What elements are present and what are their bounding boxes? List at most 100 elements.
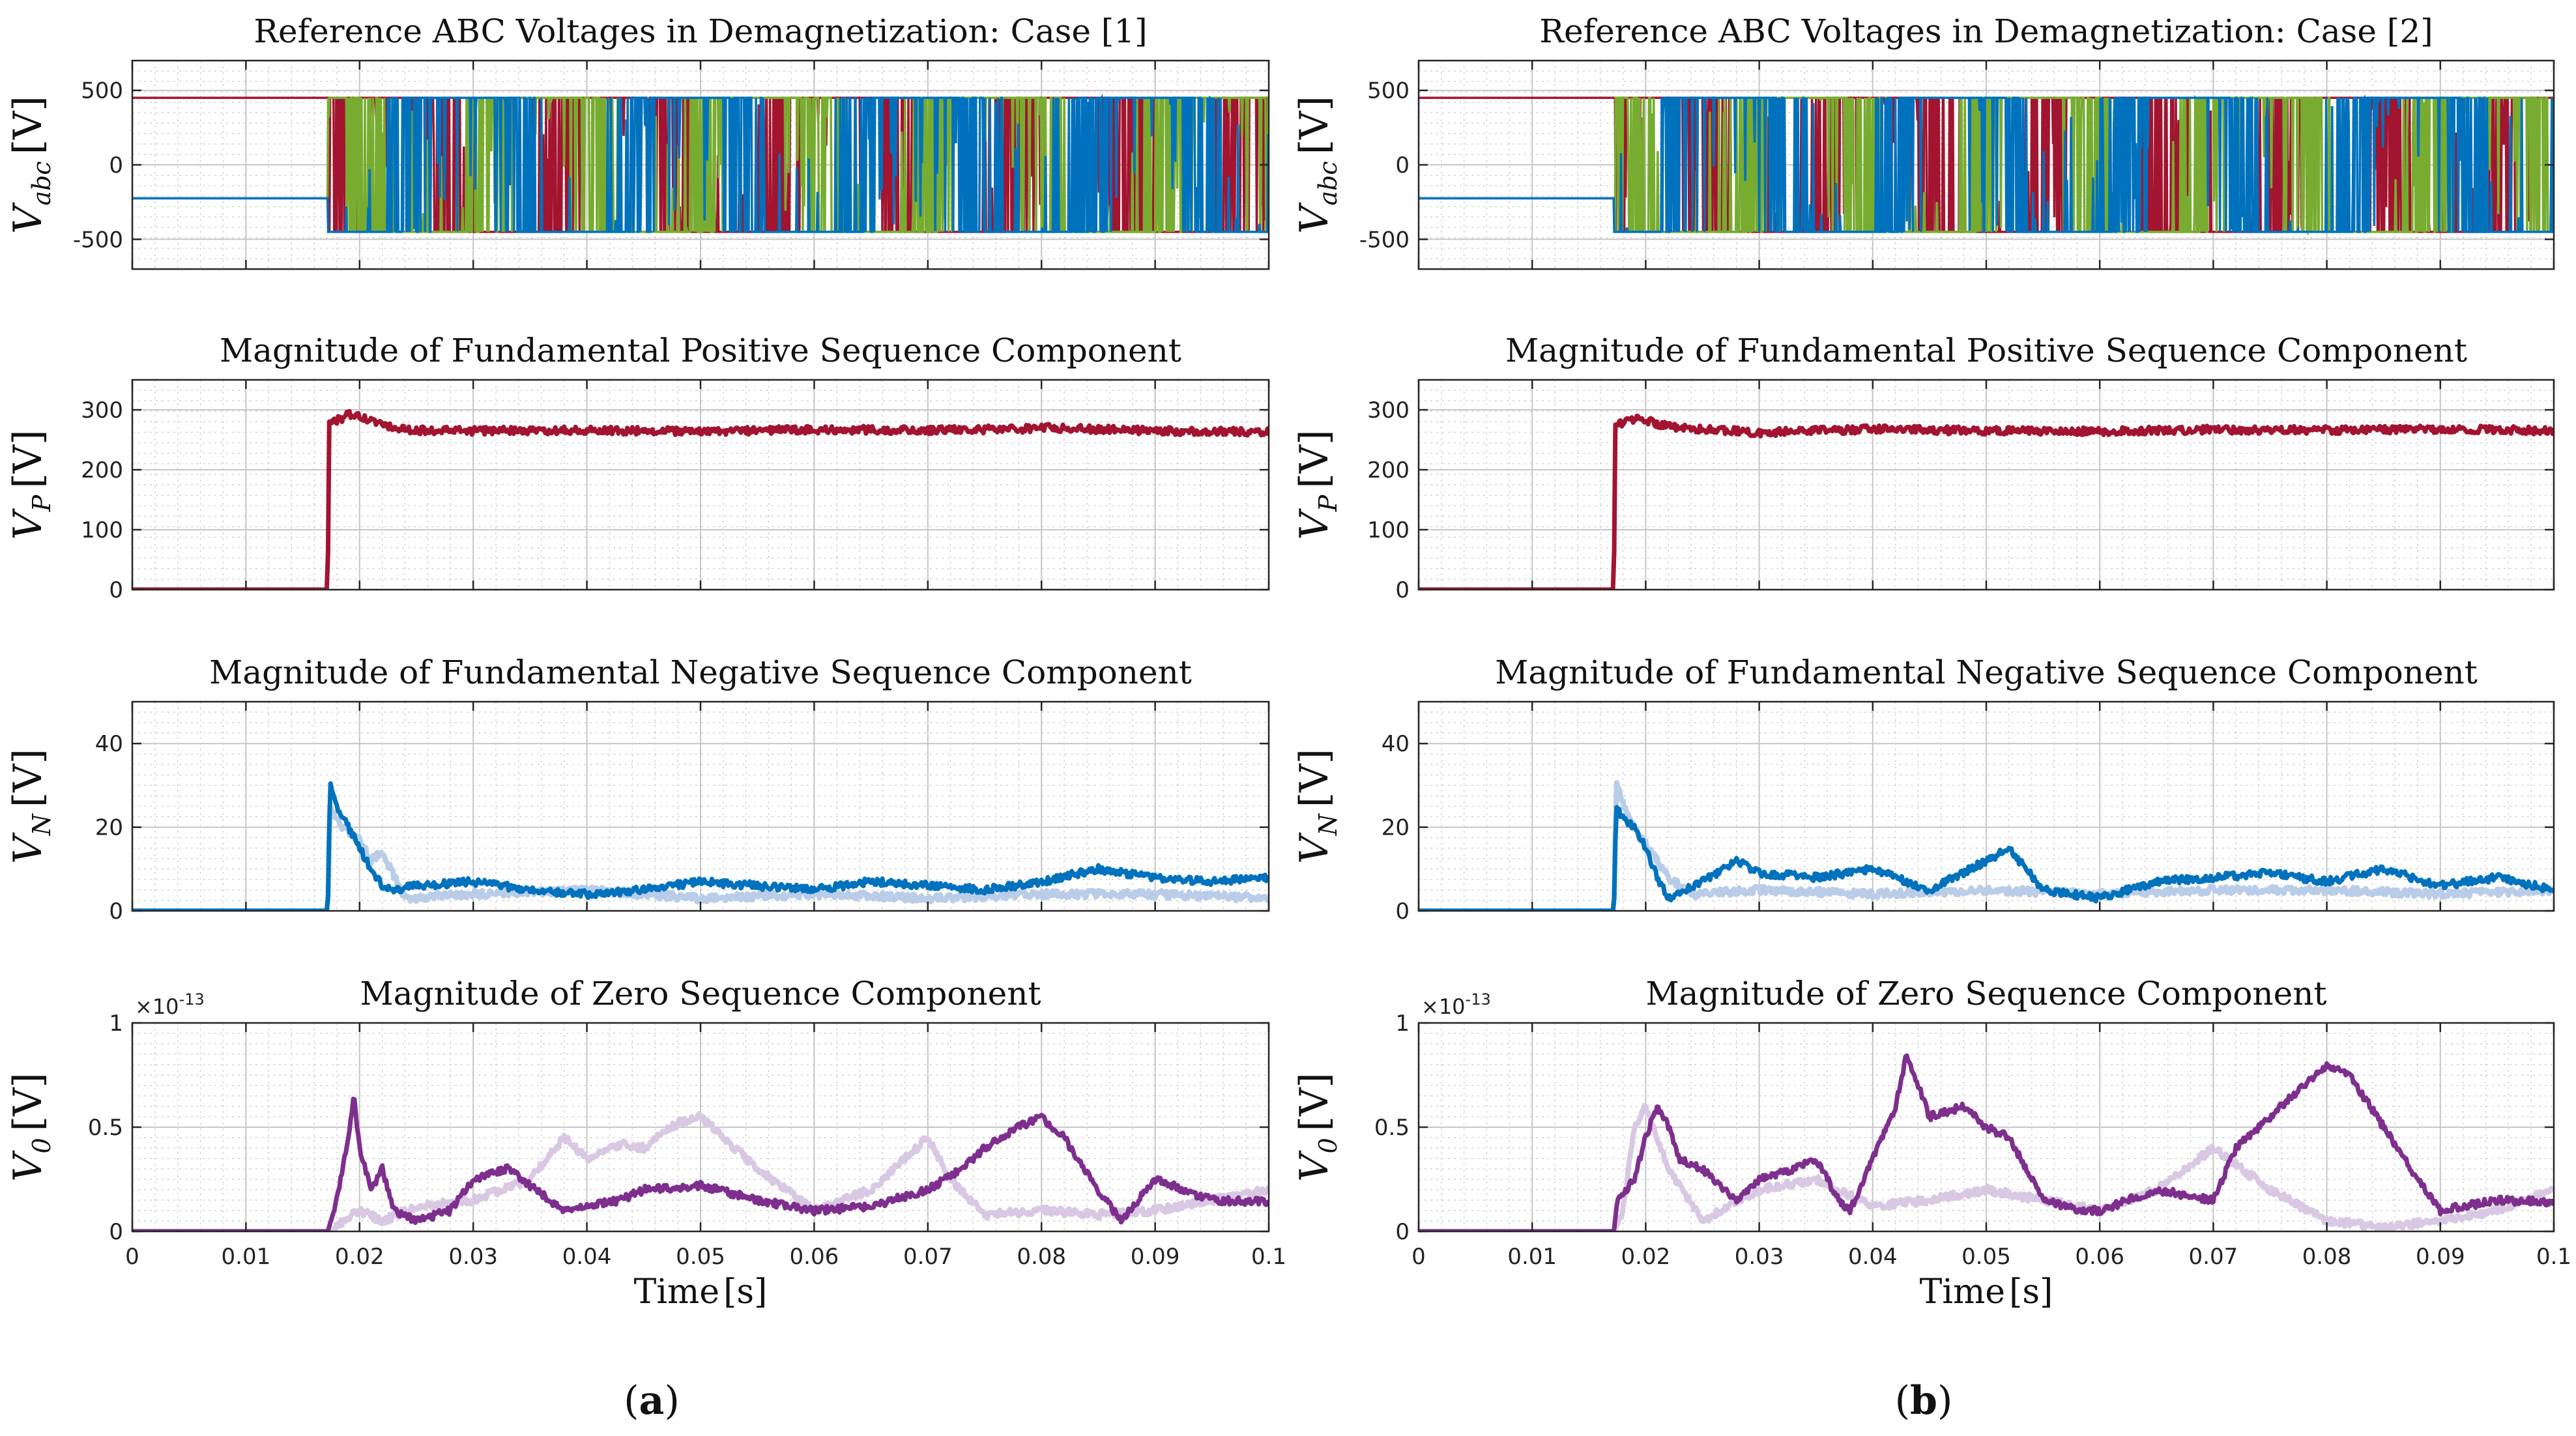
y-tick-label: -500	[1359, 227, 1410, 253]
x-axis-label: Time [s]	[1920, 1272, 2053, 1312]
y-tick-label: 200	[81, 457, 123, 483]
y-axis-label: VN[V]	[1292, 749, 1342, 864]
minor-grid	[132, 1023, 1269, 1231]
y-tick-label: 40	[1382, 731, 1410, 757]
y-axis-label: VN[V]	[5, 749, 56, 864]
series-line-v-0	[132, 1097, 1269, 1231]
minor-grid	[1418, 1023, 2554, 1231]
y-tick-label: 40	[95, 731, 123, 757]
x-tick-label: 0	[125, 1244, 139, 1270]
panel-b-1: 500 0 -500 Reference ABC Voltages in Demagn…	[1292, 12, 2555, 270]
x-tick-label: 0.05	[1961, 1244, 2011, 1270]
x-axis-label: Time [s]	[634, 1272, 768, 1312]
y-tick-label: 0	[109, 898, 123, 925]
y-tick-label: 20	[95, 815, 123, 841]
data-layer	[132, 781, 1269, 911]
y-tick-label: 500	[81, 78, 123, 104]
y-tick-label: 0	[1395, 1219, 1410, 1245]
y-tick-label: 0.5	[88, 1115, 123, 1141]
series-line-v-n	[1419, 805, 2554, 911]
y-tick-label: -500	[73, 227, 123, 253]
y-tick-label: 0.5	[1374, 1115, 1410, 1141]
y-tick-label: 100	[81, 517, 123, 543]
panel-title: Reference ABC Voltages in Demagnetizatio…	[1539, 12, 2433, 50]
y-axis-label: Vabc[V]	[5, 96, 56, 234]
data-layer	[132, 409, 1269, 590]
ticks	[1417, 1022, 2555, 1233]
panel-b-3: 40 20 0 Magnitude of Fundamental Negative S…	[1292, 653, 2555, 925]
y-tick-label: 0	[1395, 898, 1410, 925]
panel-b-4: 1 0.5 00 0.01 0.02 0.03 0.04 0.05 0.06 0.07 0.08 0.…	[1292, 975, 2571, 1312]
series-line-v-0-case-1-	[1419, 1102, 2554, 1231]
y-axis-label: VP[V]	[5, 429, 56, 539]
x-tick-label: 0.02	[335, 1244, 384, 1270]
y-tick-label: 0	[109, 1219, 123, 1245]
panel-a-3: 40 20 0 Magnitude of Fundamental Negative S…	[5, 653, 1270, 925]
panel-title: Magnitude of Zero Sequence Component	[1645, 975, 2326, 1012]
panels: 500 0 -500 Reference ABC Voltages in Demagn…	[5, 12, 2571, 1312]
y-tick-label: 200	[1367, 457, 1410, 483]
x-tick-label: 0.07	[2189, 1244, 2238, 1270]
y-tick-label: 1	[109, 1011, 123, 1037]
x-tick-label: 0.04	[1848, 1244, 1898, 1270]
panel-b-2: 300 200 100 0 Magnitude of Fundamental Posit…	[1292, 332, 2555, 603]
panel-title: Reference ABC Voltages in Demagnetizatio…	[253, 12, 1147, 50]
x-tick-label: 0.03	[448, 1244, 498, 1270]
x-tick-label: 0.01	[1507, 1244, 1557, 1270]
x-tick-label: 0.08	[2302, 1244, 2352, 1270]
y-tick-label: 300	[81, 397, 123, 424]
series-line-v-0-case-2-	[132, 1111, 1269, 1231]
data-layer	[132, 93, 1269, 233]
y-tick-label: 300	[1367, 397, 1410, 424]
panel-a-4: 1 0.5 00 0.01 0.02 0.03 0.04 0.05 0.06 0.07 0.08 0.…	[5, 975, 1286, 1312]
data-layer	[1419, 94, 2554, 236]
y-axis-label: V0[V]	[5, 1072, 56, 1182]
data-layer	[1419, 780, 2554, 911]
ticks	[1417, 61, 2555, 269]
series-line-v-p	[1419, 413, 2554, 590]
caption-b: (b)	[1895, 1378, 1953, 1424]
y-axis-label: Vabc[V]	[1292, 96, 1342, 234]
y-tick-label: 500	[1367, 78, 1410, 104]
y-tick-label: 0	[109, 577, 123, 603]
series-line-v-n	[132, 781, 1269, 911]
ticks	[1417, 702, 2555, 912]
data-layer	[1419, 1053, 2554, 1231]
data-layer	[1419, 413, 2554, 590]
caption-a: (a)	[624, 1378, 680, 1424]
y-axis-label: VP[V]	[1292, 429, 1342, 539]
data-layer	[132, 1097, 1269, 1231]
y-tick-label: 0	[1395, 152, 1410, 179]
y-exponent: ×10-13	[135, 990, 205, 1019]
y-axis-label: V0[V]	[1292, 1072, 1342, 1182]
x-tick-label: 0	[1411, 1244, 1426, 1270]
x-tick-label: 0.1	[2536, 1244, 2571, 1270]
series-line-v-p	[132, 409, 1269, 590]
panel-title: Magnitude of Fundamental Positive Sequen…	[1505, 332, 2467, 369]
ticks	[131, 702, 1270, 912]
x-tick-label: 0.06	[790, 1244, 839, 1270]
y-tick-label: 20	[1382, 815, 1410, 841]
series-line-v-n-case-1-	[1419, 780, 2554, 911]
panel-title: Magnitude of Fundamental Negative Sequen…	[1495, 653, 2478, 691]
series-vc-line	[1419, 94, 2554, 233]
panel-title: Magnitude of Zero Sequence Component	[360, 975, 1041, 1012]
series-vc-line	[132, 93, 1269, 233]
x-tick-label: 0.02	[1621, 1244, 1671, 1270]
y-tick-label: 0	[109, 152, 123, 179]
x-tick-label: 0.07	[903, 1244, 953, 1270]
y-tick-label: 0	[1395, 577, 1410, 603]
x-tick-label: 0.01	[222, 1244, 271, 1270]
panel-title: Magnitude of Fundamental Positive Sequen…	[220, 332, 1181, 369]
x-tick-label: 0.04	[562, 1244, 612, 1270]
y-tick-label: 1	[1395, 1011, 1410, 1037]
ticks	[131, 1022, 1270, 1233]
ticks	[131, 380, 1270, 591]
panel-title: Magnitude of Fundamental Negative Sequen…	[209, 653, 1192, 691]
y-tick-label: 100	[1367, 517, 1410, 543]
ticks	[1417, 380, 2555, 591]
panel-a-1: 500 0 -500 Reference ABC Voltages in Demagn…	[5, 12, 1270, 270]
x-tick-label: 0.08	[1017, 1244, 1066, 1270]
minor-grid	[132, 380, 1269, 590]
